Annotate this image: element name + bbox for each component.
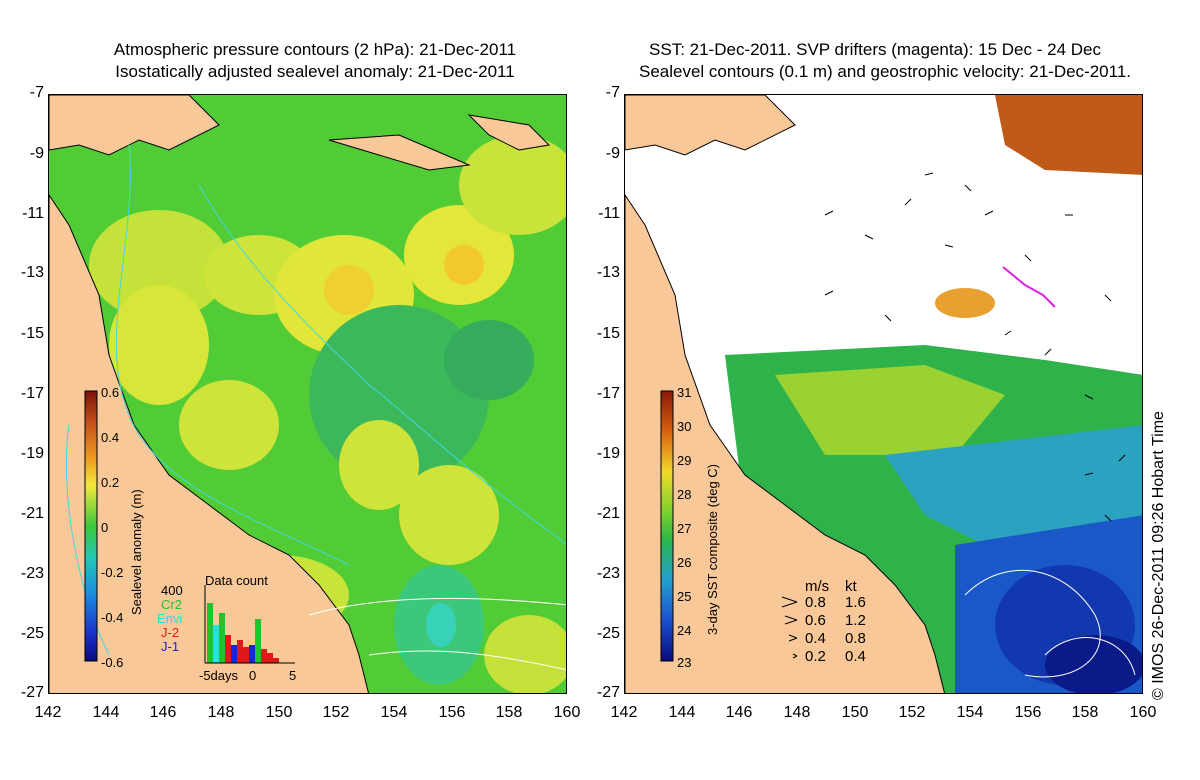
svg-text:0.2: 0.2 xyxy=(805,648,826,665)
sla-colorbar-label: Sealevel anomaly (m) xyxy=(129,489,144,615)
svg-text:Cr2: Cr2 xyxy=(161,597,182,612)
sst-colorbar-ticks: 31 30 29 28 27 26 25 24 23 xyxy=(677,385,691,670)
sla-colorbar-ticks: 0.6 0.4 0.2 0 -0.2 -0.4 -0.6 xyxy=(101,385,123,670)
svg-text:Data count: Data count xyxy=(205,573,268,588)
sla-anomaly-blobs xyxy=(89,135,566,693)
sla-colorbar xyxy=(84,390,98,662)
right-map-title-line1: SST: 21-Dec-2011. SVP drifters (magenta)… xyxy=(649,40,1101,59)
svg-text:0.8: 0.8 xyxy=(805,594,826,611)
svg-text:-0.6: -0.6 xyxy=(101,655,123,670)
sealevel-contour xyxy=(1044,637,1136,676)
sealevel-map-graphic: 0.6 0.4 0.2 0 -0.2 -0.4 -0.6 Sealevel an… xyxy=(49,95,566,693)
svg-text:0.6: 0.6 xyxy=(101,385,119,400)
left-map-title-line1: Atmospheric pressure contours (2 hPa): 2… xyxy=(113,40,517,59)
svg-text:-0.2: -0.2 xyxy=(101,565,123,580)
solomon-islands xyxy=(328,134,471,171)
svg-text:1.6: 1.6 xyxy=(845,594,866,611)
australia-land xyxy=(625,194,946,693)
svg-text:0.4: 0.4 xyxy=(101,430,119,445)
sst-colorbar xyxy=(660,390,674,662)
svg-text:400: 400 xyxy=(161,583,183,598)
svg-text:0.6: 0.6 xyxy=(805,612,826,629)
svg-text:Envi: Envi xyxy=(157,611,182,626)
svg-text:0.4: 0.4 xyxy=(845,648,866,665)
left-map-title-line2: Isostatically adjusted sealevel anomaly:… xyxy=(115,62,515,81)
bathymetry-contour xyxy=(115,144,350,566)
svg-text:0.4: 0.4 xyxy=(805,630,826,647)
sst-map-graphic: 31 30 29 28 27 26 25 24 23 3-day SST com… xyxy=(625,95,1142,693)
png-land xyxy=(49,95,220,156)
imos-credit: © IMOS 26-Dec-2011 09:26 Hobart Time xyxy=(1150,411,1167,700)
australia-land xyxy=(49,194,370,693)
svg-text:30: 30 xyxy=(677,419,691,434)
sst-map: 31 30 29 28 27 26 25 24 23 3-day SST com… xyxy=(624,94,1143,694)
svg-text:kt: kt xyxy=(845,578,858,595)
svg-text:27: 27 xyxy=(677,521,691,536)
svg-text:0: 0 xyxy=(249,668,256,683)
svg-text:0: 0 xyxy=(101,520,108,535)
svg-text:J-2: J-2 xyxy=(161,625,179,640)
svg-text:24: 24 xyxy=(677,623,691,638)
svg-text:23: 23 xyxy=(677,655,691,670)
svg-text:25: 25 xyxy=(677,589,691,604)
svg-text:-5days: -5days xyxy=(199,668,239,683)
svg-text:m/s: m/s xyxy=(805,578,829,595)
svg-text:0.2: 0.2 xyxy=(101,475,119,490)
svp-drifter-track xyxy=(1002,266,1056,308)
data-count-histogram xyxy=(204,585,295,664)
svg-text:-0.4: -0.4 xyxy=(101,610,123,625)
svg-text:J-1: J-1 xyxy=(161,639,179,654)
velocity-legend-arrows xyxy=(781,596,798,659)
sealevel-contour xyxy=(964,569,1101,678)
png-land xyxy=(625,95,796,156)
svg-text:26: 26 xyxy=(677,555,691,570)
sst-colorbar-label: 3-day SST composite (deg C) xyxy=(705,464,720,635)
geostrophic-velocity-vectors xyxy=(824,172,1126,522)
pressure-contour xyxy=(308,597,566,616)
bathymetry-contour xyxy=(65,424,110,656)
island-group xyxy=(467,114,551,151)
right-map-title-line2: Sealevel contours (0.1 m) and geostrophi… xyxy=(639,62,1131,81)
velocity-legend: m/s kt 0.8 1.6 0.6 1.2 0.4 0.8 0.2 0.4 xyxy=(805,578,866,665)
svg-text:29: 29 xyxy=(677,453,691,468)
data-count-legend: 400 Cr2 Envi J-2 J-1 Data count -5days 0… xyxy=(157,573,296,683)
sst-field xyxy=(725,95,1142,693)
svg-text:1.2: 1.2 xyxy=(845,612,866,629)
svg-text:31: 31 xyxy=(677,385,691,400)
svg-text:28: 28 xyxy=(677,487,691,502)
svg-text:0.8: 0.8 xyxy=(845,630,866,647)
svg-text:5: 5 xyxy=(289,668,296,683)
bathymetry-contour xyxy=(198,184,566,545)
sealevel-anomaly-map: 0.6 0.4 0.2 0 -0.2 -0.4 -0.6 Sealevel an… xyxy=(48,94,567,694)
pressure-contour xyxy=(368,650,566,671)
